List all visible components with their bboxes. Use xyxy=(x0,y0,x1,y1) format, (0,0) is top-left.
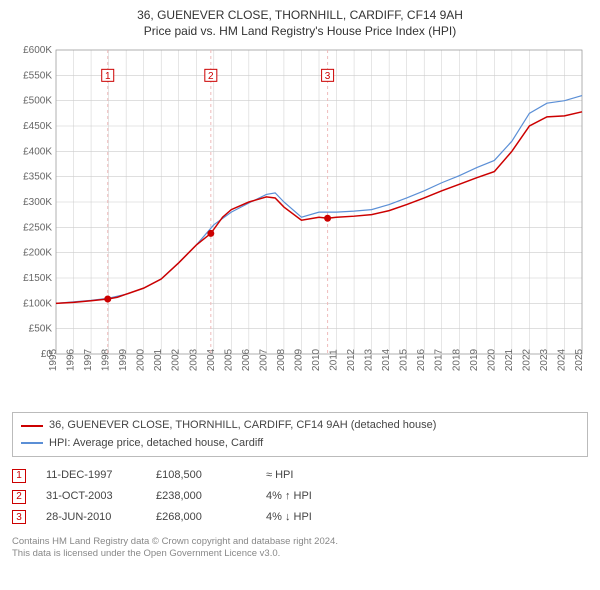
event-price: £268,000 xyxy=(156,507,246,528)
event-date: 31-OCT-2003 xyxy=(46,486,136,507)
x-tick-label: 2010 xyxy=(311,348,322,371)
event-delta: 4% ↑ HPI xyxy=(266,486,356,507)
chart-titles: 36, GUENEVER CLOSE, THORNHILL, CARDIFF, … xyxy=(12,8,588,38)
y-tick-label: £250K xyxy=(23,222,52,233)
y-tick-label: £350K xyxy=(23,172,52,183)
x-tick-label: 2017 xyxy=(434,348,445,371)
legend-label: HPI: Average price, detached house, Card… xyxy=(49,435,263,453)
x-tick-label: 2025 xyxy=(574,348,585,371)
chart-title-address: 36, GUENEVER CLOSE, THORNHILL, CARDIFF, … xyxy=(12,8,588,22)
y-tick-label: £100K xyxy=(23,298,52,309)
x-tick-label: 2005 xyxy=(223,348,234,371)
sale-marker-num: 2 xyxy=(208,71,214,82)
line-chart-svg: £0£50K£100K£150K£200K£250K£300K£350K£400… xyxy=(12,44,588,404)
x-tick-label: 2018 xyxy=(451,348,462,371)
event-marker: 3 xyxy=(12,510,26,524)
x-tick-label: 2008 xyxy=(276,348,287,371)
event-row: 2 31-OCT-2003 £238,000 4% ↑ HPI xyxy=(12,486,588,507)
x-tick-label: 2014 xyxy=(381,348,392,371)
x-tick-label: 2019 xyxy=(469,348,480,371)
y-tick-label: £600K xyxy=(23,45,52,56)
chart-area: £0£50K£100K£150K£200K£250K£300K£350K£400… xyxy=(12,44,588,404)
x-tick-label: 1995 xyxy=(48,348,59,371)
event-date: 11-DEC-1997 xyxy=(46,465,136,486)
x-tick-label: 1999 xyxy=(118,348,129,371)
footer-note: Contains HM Land Registry data © Crown c… xyxy=(12,536,588,561)
x-tick-label: 2002 xyxy=(171,348,182,371)
x-tick-label: 2024 xyxy=(556,348,567,371)
legend-row: 36, GUENEVER CLOSE, THORNHILL, CARDIFF, … xyxy=(21,417,579,435)
x-tick-label: 1997 xyxy=(83,348,94,371)
x-tick-label: 2000 xyxy=(136,348,147,371)
sale-events-table: 1 11-DEC-1997 £108,500 ≈ HPI 2 31-OCT-2003 £23… xyxy=(12,465,588,528)
chart-title-sub: Price paid vs. HM Land Registry's House … xyxy=(12,24,588,38)
legend-swatch xyxy=(21,442,43,444)
x-tick-label: 2015 xyxy=(399,348,410,371)
legend-row: HPI: Average price, detached house, Card… xyxy=(21,435,579,453)
event-marker: 2 xyxy=(12,490,26,504)
event-row: 3 28-JUN-2010 £268,000 4% ↓ HPI xyxy=(12,507,588,528)
legend-swatch xyxy=(21,425,43,427)
y-tick-label: £200K xyxy=(23,248,52,259)
sale-dot xyxy=(104,296,111,303)
x-tick-label: 2016 xyxy=(416,348,427,371)
event-marker: 1 xyxy=(12,469,26,483)
x-tick-label: 1998 xyxy=(101,348,112,371)
x-tick-label: 2003 xyxy=(188,348,199,371)
x-tick-label: 2012 xyxy=(346,348,357,371)
sale-marker-num: 1 xyxy=(105,71,111,82)
x-tick-label: 2022 xyxy=(521,348,532,371)
event-delta: 4% ↓ HPI xyxy=(266,507,356,528)
x-tick-label: 2009 xyxy=(293,348,304,371)
x-tick-label: 2023 xyxy=(539,348,550,371)
legend: 36, GUENEVER CLOSE, THORNHILL, CARDIFF, … xyxy=(12,412,588,457)
y-tick-label: £550K xyxy=(23,70,52,81)
y-tick-label: £500K xyxy=(23,96,52,107)
sale-dot xyxy=(324,215,331,222)
footer-line1: Contains HM Land Registry data © Crown c… xyxy=(12,536,588,548)
event-delta: ≈ HPI xyxy=(266,465,356,486)
x-tick-label: 1996 xyxy=(66,348,77,371)
sale-marker-num: 3 xyxy=(325,71,331,82)
legend-label: 36, GUENEVER CLOSE, THORNHILL, CARDIFF, … xyxy=(49,417,436,435)
footer-line2: This data is licensed under the Open Gov… xyxy=(12,548,588,560)
y-tick-label: £450K xyxy=(23,121,52,132)
sale-dot xyxy=(207,230,214,237)
y-tick-label: £400K xyxy=(23,146,52,157)
y-tick-label: £150K xyxy=(23,273,52,284)
y-tick-label: £300K xyxy=(23,197,52,208)
x-tick-label: 2007 xyxy=(258,348,269,371)
x-tick-label: 2020 xyxy=(486,348,497,371)
event-price: £108,500 xyxy=(156,465,246,486)
event-row: 1 11-DEC-1997 £108,500 ≈ HPI xyxy=(12,465,588,486)
x-tick-label: 2001 xyxy=(153,348,164,371)
y-tick-label: £50K xyxy=(29,324,53,335)
x-tick-label: 2011 xyxy=(329,349,340,371)
event-date: 28-JUN-2010 xyxy=(46,507,136,528)
x-tick-label: 2013 xyxy=(364,348,375,371)
x-tick-label: 2006 xyxy=(241,348,252,371)
x-tick-label: 2021 xyxy=(504,348,515,371)
event-price: £238,000 xyxy=(156,486,246,507)
